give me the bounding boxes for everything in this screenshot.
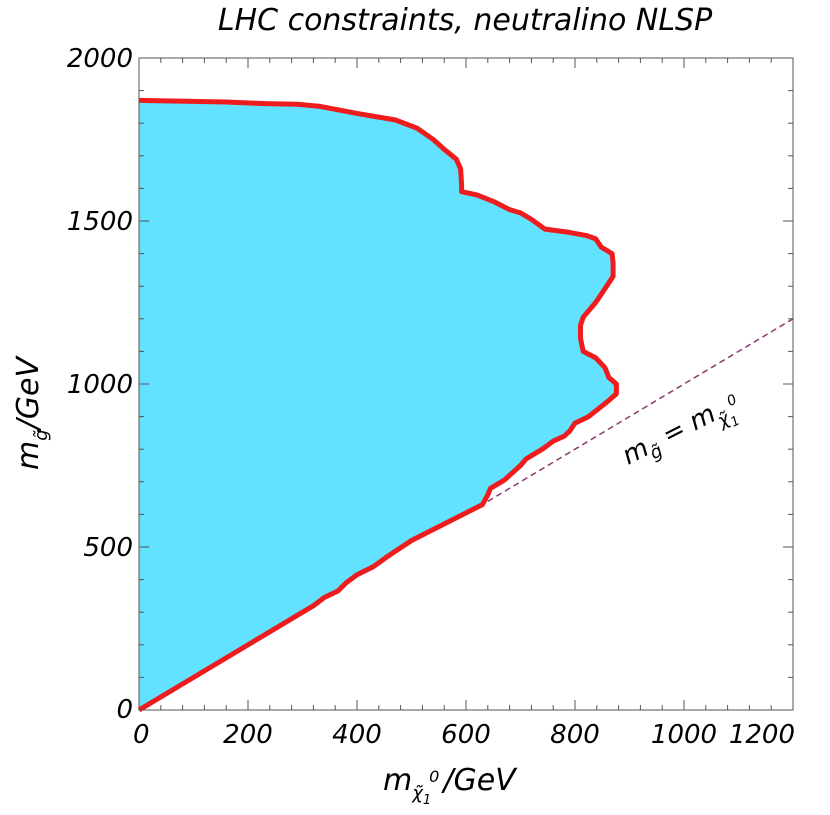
y-axis-label: mg̃/GeV: [11, 355, 52, 470]
y-tick-label: 0: [116, 695, 133, 725]
svg-text:mg̃/GeV: mg̃/GeV: [11, 355, 52, 470]
x-tick-label: 0: [133, 720, 150, 750]
x-axis-label-sub: χ̃: [411, 783, 424, 804]
y-tick-label: 1000: [67, 370, 133, 400]
excluded-region: [139, 100, 617, 710]
chart-title: LHC constraints, neutralino NLSP: [218, 3, 713, 38]
y-axis-label-main: m: [11, 441, 46, 470]
svg-text:mg̃ = mχ̃10: mg̃ = mχ̃10: [618, 387, 749, 481]
x-tick-labels: 0 200 400 600 800 1000 1200: [133, 720, 795, 750]
diagonal-label: mg̃ = mχ̃10: [618, 387, 749, 481]
x-tick-label: 1000: [651, 720, 717, 750]
x-axis-label-suffix: /GeV: [440, 763, 518, 798]
plot-area: 0 200 400 600 800 1000 1200 0 500 1000 1500 2000: [67, 44, 795, 750]
x-axis-label-sub-sub: 1: [423, 793, 431, 808]
y-axis-label-sub: g̃: [31, 429, 52, 440]
x-tick-label: 600: [441, 720, 491, 750]
x-axis-label-sup: 0: [429, 767, 439, 786]
diagonal-label-rhs-sup: 0: [724, 392, 739, 410]
axis-ticks: [138, 57, 794, 711]
x-tick-label: 1200: [729, 720, 795, 750]
x-tick-label: 400: [332, 720, 382, 750]
exclusion-boundary-line: [137, 97, 619, 713]
y-axis-label-suffix: /GeV: [11, 355, 46, 433]
x-axis-label: mχ̃1 0/GeV: [383, 763, 518, 808]
diagonal-label-lhs: m: [618, 433, 654, 471]
y-tick-label: 1500: [67, 207, 133, 237]
x-tick-label: 200: [223, 720, 273, 750]
x-tick-label: 800: [550, 720, 600, 750]
y-tick-labels: 0 500 1000 1500 2000: [67, 44, 133, 725]
y-tick-label: 2000: [67, 44, 133, 74]
y-tick-label: 500: [83, 533, 133, 563]
x-axis-label-main: m: [383, 763, 412, 798]
